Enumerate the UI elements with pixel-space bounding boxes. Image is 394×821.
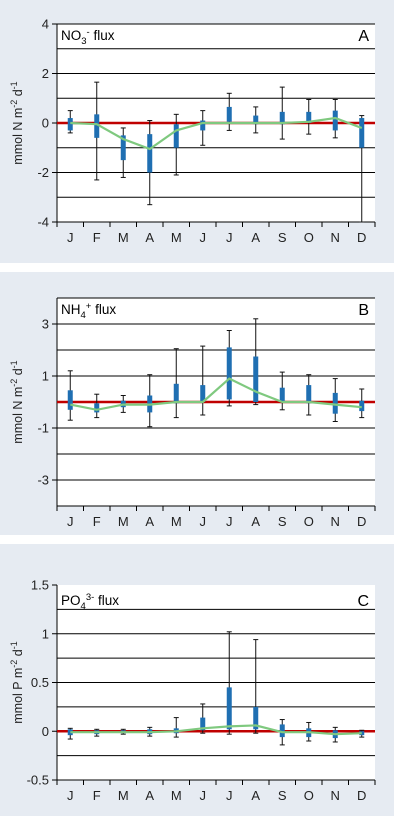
ytick-label-b-0: -3 [37,473,49,488]
category-label-c-9: O [304,788,314,803]
category-label-a-4: M [171,230,182,245]
panel-a-letter: A [358,28,369,45]
ytick-label-c-0: -0.5 [27,773,49,788]
ytick-label-b-2: 1 [42,369,49,384]
box-a-11 [359,118,364,148]
category-label-b-0: J [67,514,74,529]
ylabel-a: mmol N m-2 d-1 [9,81,25,164]
category-label-b-10: N [331,514,340,529]
category-label-a-5: J [200,230,207,245]
category-label-c-2: M [118,788,129,803]
category-label-b-8: S [278,514,287,529]
box-b-10 [333,393,338,414]
box-b-11 [359,401,364,411]
category-label-c-5: J [200,788,207,803]
category-label-a-11: D [357,230,366,245]
box-c-6 [227,687,232,729]
category-label-c-0: J [67,788,74,803]
panel-b-letter: B [358,302,369,319]
category-label-a-9: O [304,230,314,245]
category-label-b-3: A [145,514,154,529]
category-label-a-10: N [331,230,340,245]
category-label-b-11: D [357,514,366,529]
category-label-a-0: J [67,230,74,245]
category-label-c-6: J [226,788,233,803]
category-label-b-4: M [171,514,182,529]
category-label-a-3: A [145,230,154,245]
ytick-label-a-4: 4 [42,17,49,32]
ytick-label-c-4: 1.5 [31,578,49,593]
category-label-a-7: A [251,230,260,245]
category-label-c-8: S [278,788,287,803]
box-b-6 [227,347,232,399]
category-label-b-7: A [251,514,260,529]
ytick-label-b-1: -1 [37,421,49,436]
ytick-label-a-2: 0 [42,116,49,131]
category-label-a-2: M [118,230,129,245]
category-label-c-4: M [171,788,182,803]
category-label-b-6: J [226,514,233,529]
ytick-label-c-2: 0.5 [31,675,49,690]
box-a-10 [333,111,338,131]
box-b-7 [253,357,258,403]
box-a-6 [227,107,232,122]
ytick-label-a-3: 2 [42,66,49,81]
category-label-c-7: A [251,788,260,803]
ytick-label-c-1: 0 [42,724,49,739]
category-label-a-8: S [278,230,287,245]
category-label-c-11: D [357,788,366,803]
ytick-label-a-1: -2 [37,165,49,180]
panel-c-letter: C [357,593,369,610]
category-label-b-5: J [200,514,207,529]
ylabel-b: mmol N m-2 d-1 [9,360,25,443]
box-a-4 [174,124,179,148]
category-label-c-1: F [93,788,101,803]
box-b-9 [306,385,311,403]
box-b-4 [174,384,179,404]
box-b-8 [280,388,285,402]
category-label-a-6: J [226,230,233,245]
category-label-a-1: F [93,230,101,245]
ytick-label-c-3: 1 [42,626,49,641]
ytick-label-b-3: 3 [42,317,49,332]
box-b-0 [68,390,73,410]
category-label-b-9: O [304,514,314,529]
ytick-label-a-0: -4 [37,215,49,230]
box-b-1 [94,403,99,412]
category-label-b-1: F [93,514,101,529]
category-label-c-10: N [331,788,340,803]
box-a-0 [68,118,73,130]
box-a-3 [147,134,152,172]
category-label-c-3: A [145,788,154,803]
category-label-b-2: M [118,514,129,529]
ylabel-c: mmol P m-2 d-1 [9,641,25,724]
